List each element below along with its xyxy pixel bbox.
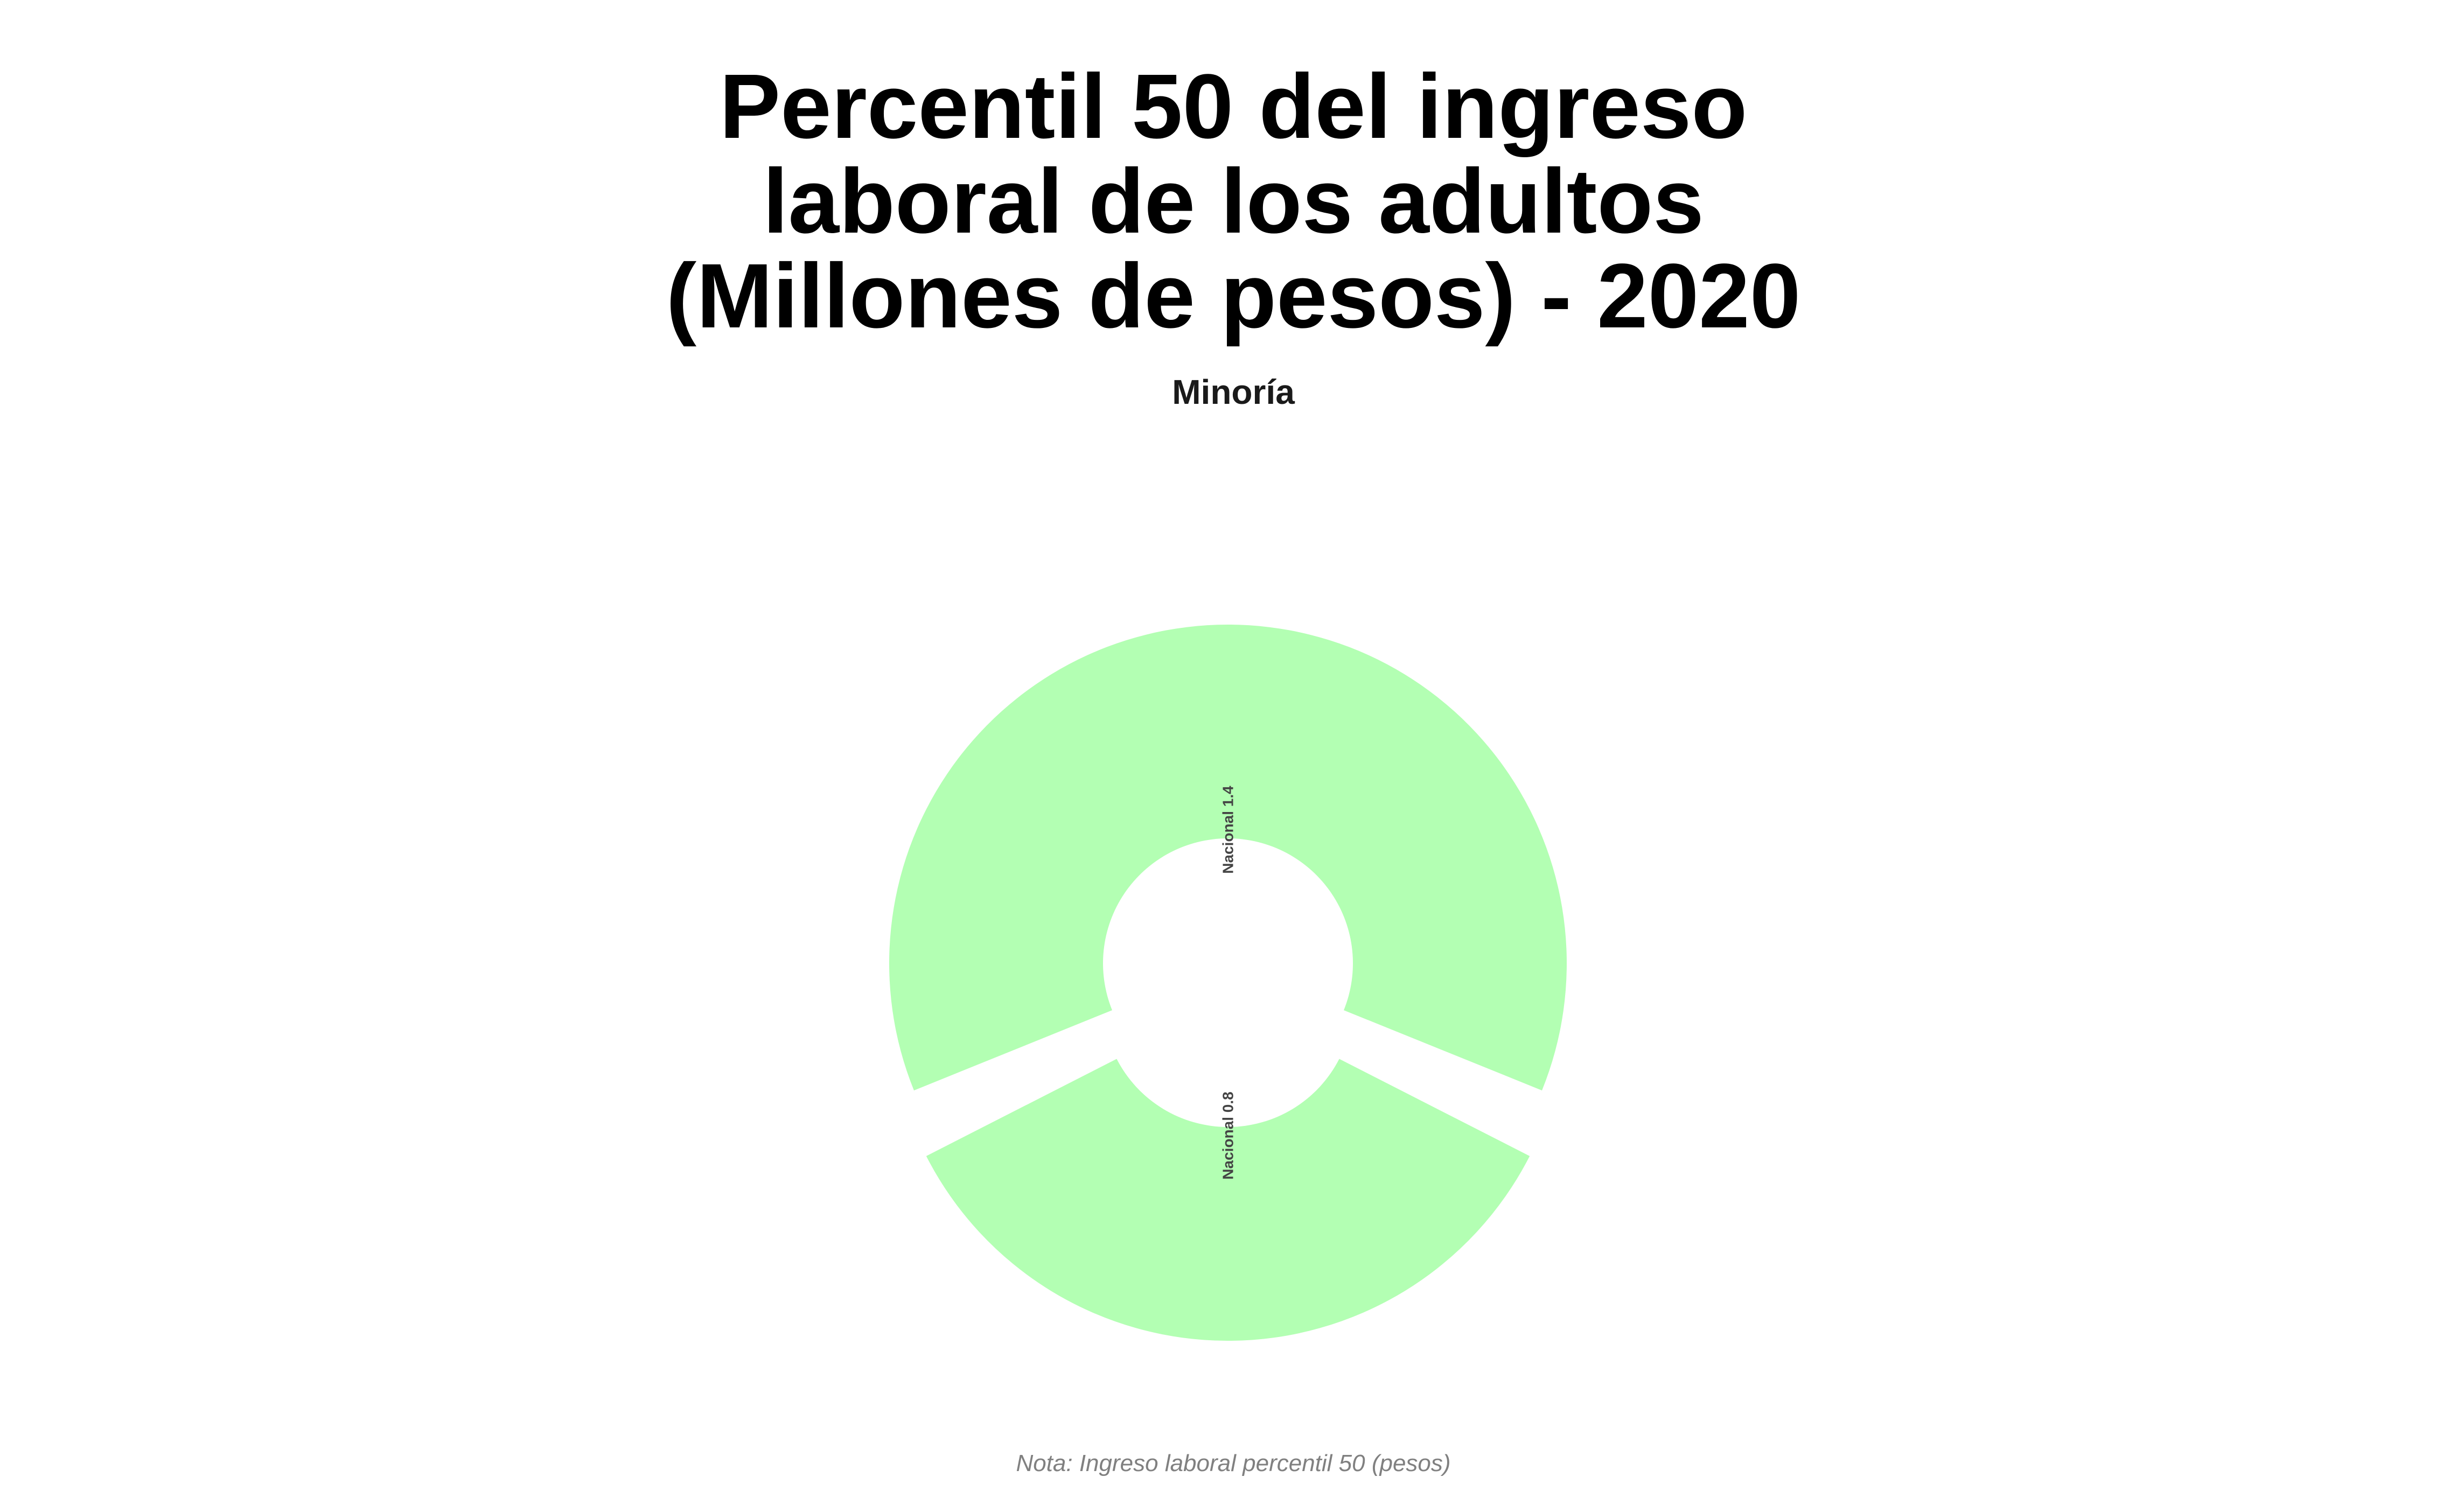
pie-slice-1 [889,624,1567,1091]
chart-note: Nota: Ingreso laboral percentil 50 (peso… [1016,1450,1451,1476]
slice-label-1: Nacional 1.4 [1220,786,1237,874]
chart-title: Percentil 50 del ingreso laboral de los … [0,59,2443,344]
slice-label-2: Nacional 0.8 [1220,1091,1237,1179]
chart-title-line-2: laboral de los adultos [763,150,1704,253]
chart-title-line-1: Percentil 50 del ingreso [719,55,1748,158]
chart-subtitle: Minoría [1172,373,1295,411]
labels-layer: Nacional 1.4 Nacional 0.8 [1220,786,1237,1180]
chart-title-line-3: (Millones de pesos) - 2020 [666,245,1801,347]
pie-slice-2 [926,1059,1530,1341]
slices-layer [889,624,1567,1341]
